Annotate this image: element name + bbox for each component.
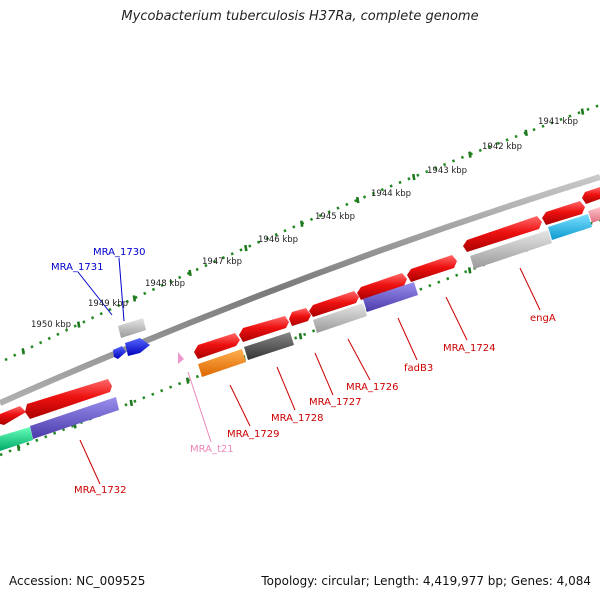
major-tick bbox=[244, 244, 248, 252]
major-tick bbox=[185, 377, 190, 384]
major-tick bbox=[299, 220, 304, 227]
major-tick bbox=[76, 321, 81, 328]
leader-line bbox=[79, 439, 101, 485]
gene-label-mra-1730[interactable]: MRA_1730 bbox=[93, 247, 145, 258]
scale-labels: 1941 kbp 1942 kbp 1943 kbp 1944 kbp 1945… bbox=[31, 117, 578, 330]
leader-line bbox=[347, 338, 371, 381]
leader-line bbox=[229, 384, 251, 427]
gene-label-mra-t21[interactable]: MRA_t21 bbox=[190, 444, 234, 455]
major-tick bbox=[188, 269, 192, 277]
gene-label-enga[interactable]: engA bbox=[530, 313, 556, 324]
major-tick bbox=[21, 348, 25, 355]
leader-line bbox=[187, 371, 212, 443]
leader-line bbox=[519, 267, 541, 311]
gene-arrow bbox=[357, 273, 407, 300]
label-leaders bbox=[77, 257, 541, 485]
gene-bar bbox=[118, 318, 146, 338]
major-tick bbox=[355, 196, 360, 204]
major-tick bbox=[524, 129, 528, 137]
scale-label: 1949 kbp bbox=[88, 299, 128, 309]
gene-labels[interactable]: MRA_1730 MRA_1731 MRA_1732 MRA_t21 MRA_1… bbox=[51, 247, 556, 496]
genome-summary-text: Topology: circular; Length: 4,419,977 bp… bbox=[261, 574, 591, 588]
leader-line bbox=[276, 366, 296, 411]
gene-arrow bbox=[0, 406, 26, 425]
scale-label: 1942 kbp bbox=[482, 142, 522, 152]
map-title: Mycobacterium tuberculosis H37Ra, comple… bbox=[121, 9, 479, 24]
gene-label-mra-1731[interactable]: MRA_1731 bbox=[51, 262, 103, 273]
leader-line bbox=[77, 271, 113, 316]
genome-backbone bbox=[0, 174, 600, 406]
gene-arrow bbox=[309, 291, 359, 317]
leader-line bbox=[118, 257, 125, 322]
major-tick bbox=[16, 444, 21, 452]
gene-bar bbox=[0, 427, 33, 451]
gene-label-mra-1726[interactable]: MRA_1726 bbox=[346, 382, 398, 393]
major-tick bbox=[468, 151, 472, 158]
major-tick bbox=[132, 295, 137, 302]
scale-label: 1944 kbp bbox=[371, 189, 411, 199]
gene-bar bbox=[313, 303, 367, 333]
gene-bar bbox=[470, 230, 552, 269]
scale-label: 1943 kbp bbox=[427, 166, 467, 176]
gene-arrow bbox=[542, 201, 585, 225]
trna-mark bbox=[178, 352, 184, 364]
gene-bar bbox=[588, 207, 600, 223]
gene-arrow bbox=[125, 338, 150, 356]
gene-label-fadb3[interactable]: fadB3 bbox=[404, 363, 433, 374]
gene-arrow bbox=[239, 316, 289, 342]
gene-label-mra-1732[interactable]: MRA_1732 bbox=[74, 485, 126, 496]
leader-line bbox=[397, 317, 418, 361]
gene-label-mra-1724[interactable]: MRA_1724 bbox=[443, 343, 495, 354]
gene-bar bbox=[363, 282, 418, 312]
gene-arrow bbox=[113, 346, 126, 359]
gene-bar bbox=[198, 349, 246, 377]
gene-label-mra-1728[interactable]: MRA_1728 bbox=[271, 413, 323, 424]
gene-arrow bbox=[463, 216, 542, 252]
gene-label-mra-1729[interactable]: MRA_1729 bbox=[227, 429, 279, 440]
gene-bar bbox=[548, 214, 592, 240]
leader-line bbox=[445, 296, 468, 341]
major-tick bbox=[467, 267, 472, 274]
scale-label: 1950 kbp bbox=[31, 320, 71, 330]
scale-ring-outer bbox=[4, 103, 600, 362]
major-tick bbox=[129, 399, 134, 407]
scale-label: 1948 kbp bbox=[145, 279, 185, 289]
gene-bar bbox=[244, 332, 294, 360]
scale-label: 1946 kbp bbox=[258, 235, 298, 245]
gene-arrow bbox=[407, 255, 457, 282]
scale-label: 1947 kbp bbox=[202, 257, 242, 267]
gene-bar bbox=[30, 397, 119, 439]
forward-strand-features bbox=[0, 187, 600, 425]
major-tick bbox=[580, 108, 585, 115]
gene-arrow bbox=[289, 308, 311, 326]
major-tick bbox=[298, 333, 303, 340]
gene-arrow bbox=[194, 333, 240, 359]
leader-line bbox=[314, 352, 334, 396]
gene-arrow bbox=[582, 187, 600, 204]
small-features bbox=[113, 318, 184, 364]
reverse-strand-features bbox=[0, 207, 600, 451]
scale-label: 1945 kbp bbox=[315, 212, 355, 222]
major-tick bbox=[412, 173, 416, 181]
gene-arrow bbox=[25, 379, 112, 419]
accession-text: Accession: NC_009525 bbox=[9, 574, 146, 588]
gene-label-mra-1727[interactable]: MRA_1727 bbox=[309, 397, 361, 408]
scale-label: 1941 kbp bbox=[538, 117, 578, 127]
